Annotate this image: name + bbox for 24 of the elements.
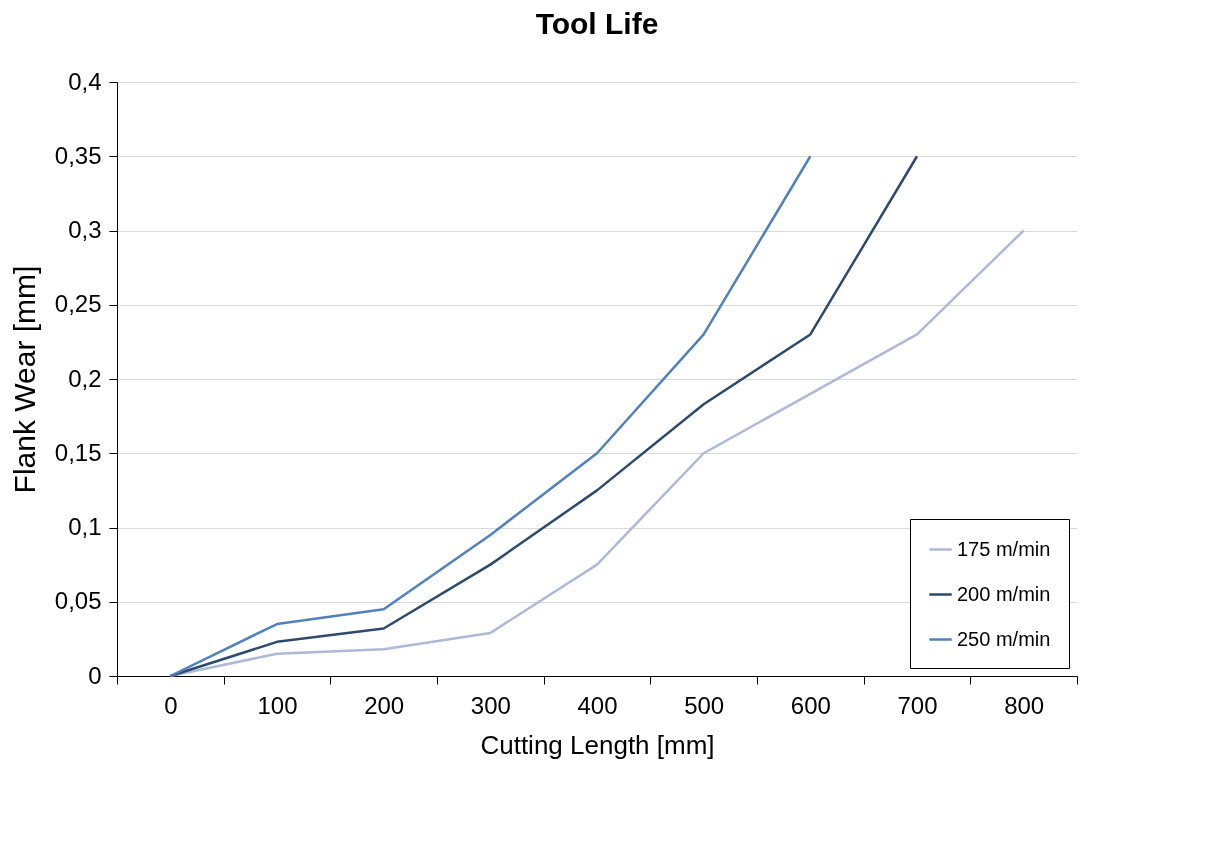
x-axis-title: Cutting Length [mm] xyxy=(480,729,715,760)
y-tick-label: 0,4 xyxy=(68,67,102,95)
y-tick-label: 0,25 xyxy=(54,290,102,318)
y-tick-label: 0,05 xyxy=(54,587,102,615)
y-tick-label: 0,3 xyxy=(68,216,102,243)
x-tick-label: 300 xyxy=(470,691,511,719)
x-tick-label: 500 xyxy=(684,691,725,719)
y-tick-label: 0,15 xyxy=(54,438,102,466)
x-tick-label: 200 xyxy=(364,691,405,719)
x-tick-label: 0 xyxy=(164,691,178,719)
y-tick-label: 0,1 xyxy=(68,513,102,540)
x-tick-label: 400 xyxy=(577,691,618,719)
y-tick-label: 0,35 xyxy=(54,141,102,169)
legend-label: 200 m/min xyxy=(957,582,1051,605)
legend-label: 175 m/min xyxy=(957,537,1051,560)
x-tick-label: 600 xyxy=(790,691,831,719)
y-tick-label: 0 xyxy=(88,661,102,689)
x-tick-label: 100 xyxy=(257,691,298,719)
y-tick-label: 0,2 xyxy=(68,364,102,392)
x-tick-label: 800 xyxy=(1004,691,1045,719)
legend-label: 250 m/min xyxy=(957,627,1051,650)
y-axis-title: Flank Wear [mm] xyxy=(7,265,41,494)
x-tick-label: 700 xyxy=(897,691,938,719)
chart-title: Tool Life xyxy=(535,7,659,40)
